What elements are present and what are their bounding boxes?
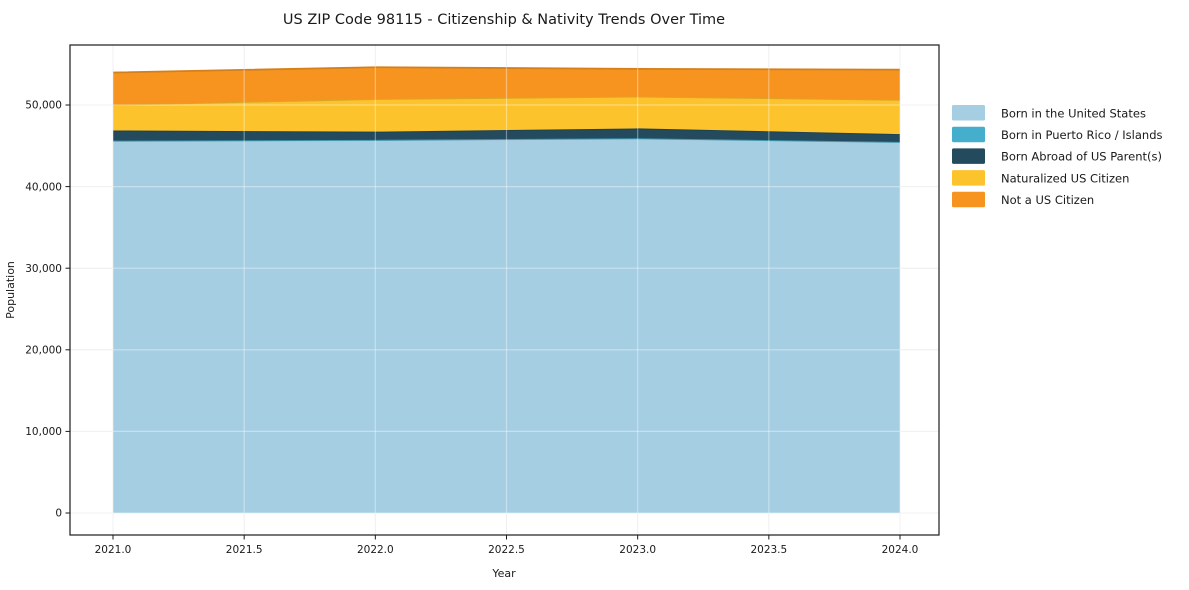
gridlines-over (70, 45, 939, 535)
area-top-edge (112, 66, 901, 74)
legend: Born in the United States Born in Puerto … (952, 105, 1163, 208)
legend-label: Born Abroad of US Parent(s) (1001, 150, 1162, 164)
x-tick-label: 2023.0 (619, 544, 656, 556)
x-tick-label: 2024.0 (882, 544, 919, 556)
y-tick-label: 50,000 (25, 100, 62, 112)
y-tick-label: 20,000 (25, 345, 62, 357)
legend-label: Naturalized US Citizen (1001, 171, 1129, 185)
y-axis-label: Population (4, 261, 17, 319)
legend-item-born-in-the-united-states: Born in the United States (952, 105, 1146, 121)
area-not-a-us-citizen (113, 67, 900, 105)
area-series-group (112, 66, 901, 513)
x-tick-label: 2021.0 (95, 544, 132, 556)
legend-swatch (952, 148, 985, 164)
legend-label: Not a US Citizen (1001, 193, 1094, 207)
area-naturalized-us-citizen (113, 96, 900, 135)
x-tick-label: 2023.5 (750, 544, 787, 556)
legend-swatch (952, 191, 985, 208)
x-tick-label: 2022.5 (488, 544, 525, 556)
legend-label: Born in the United States (1001, 106, 1146, 120)
legend-item-born-in-puerto-rico-islands: Born in Puerto Rico / Islands (952, 126, 1163, 143)
area-born-in-the-united-states (113, 138, 900, 513)
axis-ticks: 2021.0 2021.5 2022.0 2022.5 2023.0 2023.5 2024… (25, 100, 918, 556)
plot-frame (69, 44, 940, 536)
x-axis-label: Year (491, 567, 516, 580)
y-tick-label: 10,000 (25, 426, 62, 438)
chart-title: US ZIP Code 98115 - Citizenship & Nativi… (283, 12, 725, 28)
legend-swatch (952, 105, 985, 121)
legend-swatch (952, 126, 985, 143)
x-tick-label: 2021.5 (226, 544, 263, 556)
legend-item-not-a-us-citizen: Not a US Citizen (952, 191, 1094, 208)
y-tick-label: 40,000 (25, 181, 62, 193)
legend-label: Born in Puerto Rico / Islands (1001, 128, 1163, 142)
legend-item-born-abroad-of-us-parent-s-: Born Abroad of US Parent(s) (952, 148, 1162, 164)
legend-swatch (952, 170, 985, 186)
legend-item-naturalized-us-citizen: Naturalized US Citizen (952, 170, 1129, 186)
x-tick-label: 2022.0 (357, 544, 394, 556)
y-tick-label: 30,000 (25, 263, 62, 275)
y-tick-label: 0 (55, 508, 62, 520)
